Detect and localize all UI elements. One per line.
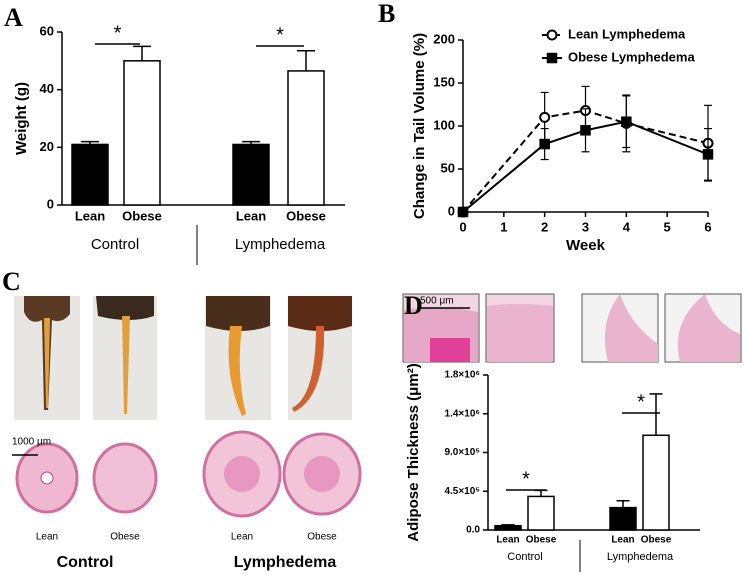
scale-label: 500 μm [420, 296, 454, 307]
group-label: Control [507, 551, 542, 563]
section-label: Obese [110, 532, 140, 543]
x-axis-label: Week [566, 237, 606, 254]
data-point [621, 116, 632, 127]
panel-letter: D [404, 291, 423, 320]
group-label: Lymphedema [607, 551, 674, 563]
y-tick-label: 150 [433, 74, 455, 89]
y-tick-label: 0.0 [466, 525, 480, 536]
bar [642, 434, 670, 531]
section-label: Obese [307, 532, 337, 543]
y-tick-label: 1.8×10⁶ [445, 370, 480, 381]
significance-star: * [522, 468, 530, 490]
tail-photos [14, 296, 352, 420]
x-tick-label: Obese [641, 535, 672, 546]
significance-star: * [114, 22, 122, 44]
photo-content [288, 296, 352, 331]
micrograph-content [604, 294, 658, 362]
photo-content [206, 296, 270, 331]
legend-label: Lean Lymphedema [568, 26, 686, 41]
cross-sections [12, 430, 362, 518]
bar [71, 143, 109, 206]
y-tick-label: 1.4×10⁶ [445, 408, 480, 419]
photo-content [228, 326, 246, 416]
x-tick-label: 0 [459, 219, 466, 234]
y-tick-label: 0 [47, 196, 54, 211]
y-tick-label: 200 [433, 31, 455, 46]
significance-star: * [276, 24, 284, 46]
y-axis-label: Weight (g) [13, 82, 30, 155]
data-point [702, 149, 714, 160]
x-tick-label: Obese [122, 208, 162, 223]
micrographs [402, 293, 742, 363]
x-tick-label: 5 [664, 219, 671, 234]
section-label: Lean [231, 532, 253, 543]
photo-content [122, 316, 130, 414]
y-axis-label: Change in Tail Volume (%) [411, 33, 428, 219]
section [224, 456, 260, 492]
micrograph-content [677, 294, 740, 362]
bar [232, 143, 270, 206]
section [40, 471, 54, 485]
group-label: Control [57, 554, 114, 571]
section-label: Lean [36, 532, 58, 543]
data-point [539, 111, 551, 123]
bar [609, 506, 637, 531]
x-tick-label: Obese [286, 208, 326, 223]
group-label: Control [91, 236, 139, 253]
y-tick-label: 60 [40, 23, 54, 38]
data-point [539, 138, 550, 150]
panel-letter: C [2, 267, 21, 296]
bar [287, 70, 325, 206]
y-tick-label: 50 [441, 160, 455, 175]
x-tick-label: Lean [236, 208, 266, 223]
x-tick-label: Lean [611, 535, 634, 546]
panel-letter: B [378, 0, 395, 28]
bar [527, 495, 555, 531]
x-tick-label: 4 [623, 219, 631, 234]
x-tick-label: 1 [500, 219, 507, 234]
y-axis-label: Adipose Thickness (μm²) [405, 363, 422, 541]
x-tick-label: 2 [541, 219, 548, 234]
y-tick-label: 20 [40, 139, 54, 154]
group-label: Lymphedema [234, 554, 337, 571]
y-tick-label: 40 [40, 81, 54, 96]
bar [123, 60, 161, 206]
legend-marker [546, 52, 558, 64]
photo-content [44, 318, 50, 408]
x-tick-label: 6 [704, 219, 711, 234]
photo-content [292, 326, 325, 412]
significance-star: * [637, 391, 645, 413]
y-tick-label: 9.0×10⁵ [444, 447, 480, 458]
scale-label: 1000 μm [12, 437, 51, 448]
legend-label: Obese Lymphedema [568, 49, 695, 64]
panel-letter: A [4, 3, 23, 32]
y-tick-label: 0 [448, 203, 455, 218]
y-tick-label: 4.5×10⁵ [444, 486, 480, 497]
y-tick-label: 100 [433, 117, 455, 132]
data-point [580, 125, 591, 136]
bar [494, 524, 522, 531]
x-tick-label: Lean [496, 535, 519, 546]
photo-content [96, 296, 154, 320]
group-label: Lymphedema [235, 236, 326, 253]
x-tick-label: Obese [526, 535, 557, 546]
micrograph-content [487, 304, 553, 362]
data-point [457, 206, 469, 218]
section [304, 456, 340, 492]
micrograph-content [430, 338, 470, 362]
legend-marker [546, 29, 558, 41]
section [92, 442, 158, 514]
x-tick-label: Lean [75, 208, 105, 223]
x-tick-label: 3 [582, 219, 589, 234]
